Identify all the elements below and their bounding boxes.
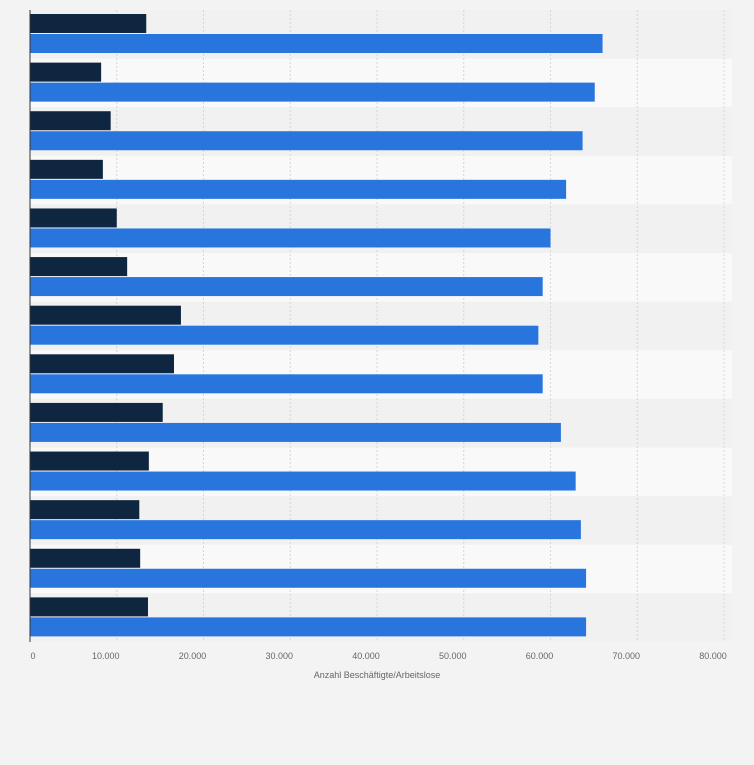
x-tick-label: 30.000 <box>265 651 293 661</box>
bar-series-2[interactable] <box>30 131 583 151</box>
bar-series-1[interactable] <box>30 548 141 568</box>
bar-series-1[interactable] <box>30 62 102 82</box>
x-tick-label: 80.000 <box>699 651 727 661</box>
x-tick-label: 40.000 <box>352 651 380 661</box>
bar-series-2[interactable] <box>30 34 603 53</box>
bar-series-1[interactable] <box>30 111 111 131</box>
bar-series-2[interactable] <box>30 179 567 199</box>
x-tick-labels: 0 10.000 20.000 30.000 40.000 50.000 60.000 70.… <box>30 651 726 661</box>
bar-series-1[interactable] <box>30 257 128 277</box>
bar-series-1[interactable] <box>30 159 103 179</box>
bar-series-2[interactable] <box>30 374 543 394</box>
bar-series-2[interactable] <box>30 228 551 248</box>
bar-series-1[interactable] <box>30 354 175 374</box>
bar-series-2[interactable] <box>30 520 581 540</box>
bar-series-1[interactable] <box>30 208 117 228</box>
bar-series-1[interactable] <box>30 305 181 325</box>
bar-series-2[interactable] <box>30 471 576 491</box>
bar-series-2[interactable] <box>30 617 587 637</box>
x-tick-label: 20.000 <box>179 651 207 661</box>
x-tick-label: 70.000 <box>612 651 640 661</box>
x-tick-label: 60.000 <box>526 651 554 661</box>
bar-series-1[interactable] <box>30 500 140 520</box>
x-tick-label: 0 <box>30 651 35 661</box>
bar-series-1[interactable] <box>30 14 147 33</box>
bar-series-2[interactable] <box>30 82 595 102</box>
bar-series-2[interactable] <box>30 325 539 345</box>
bar-series-1[interactable] <box>30 451 149 471</box>
x-axis-label: Anzahl Beschäftigte/Arbeitslose <box>314 670 441 680</box>
bar-series-1[interactable] <box>30 402 163 422</box>
bar-series-2[interactable] <box>30 422 561 442</box>
bar-series-2[interactable] <box>30 568 587 588</box>
bars <box>30 14 603 637</box>
x-tick-label: 10.000 <box>92 651 120 661</box>
x-tick-label: 50.000 <box>439 651 467 661</box>
bar-series-1[interactable] <box>30 597 148 617</box>
bar-series-2[interactable] <box>30 277 543 297</box>
